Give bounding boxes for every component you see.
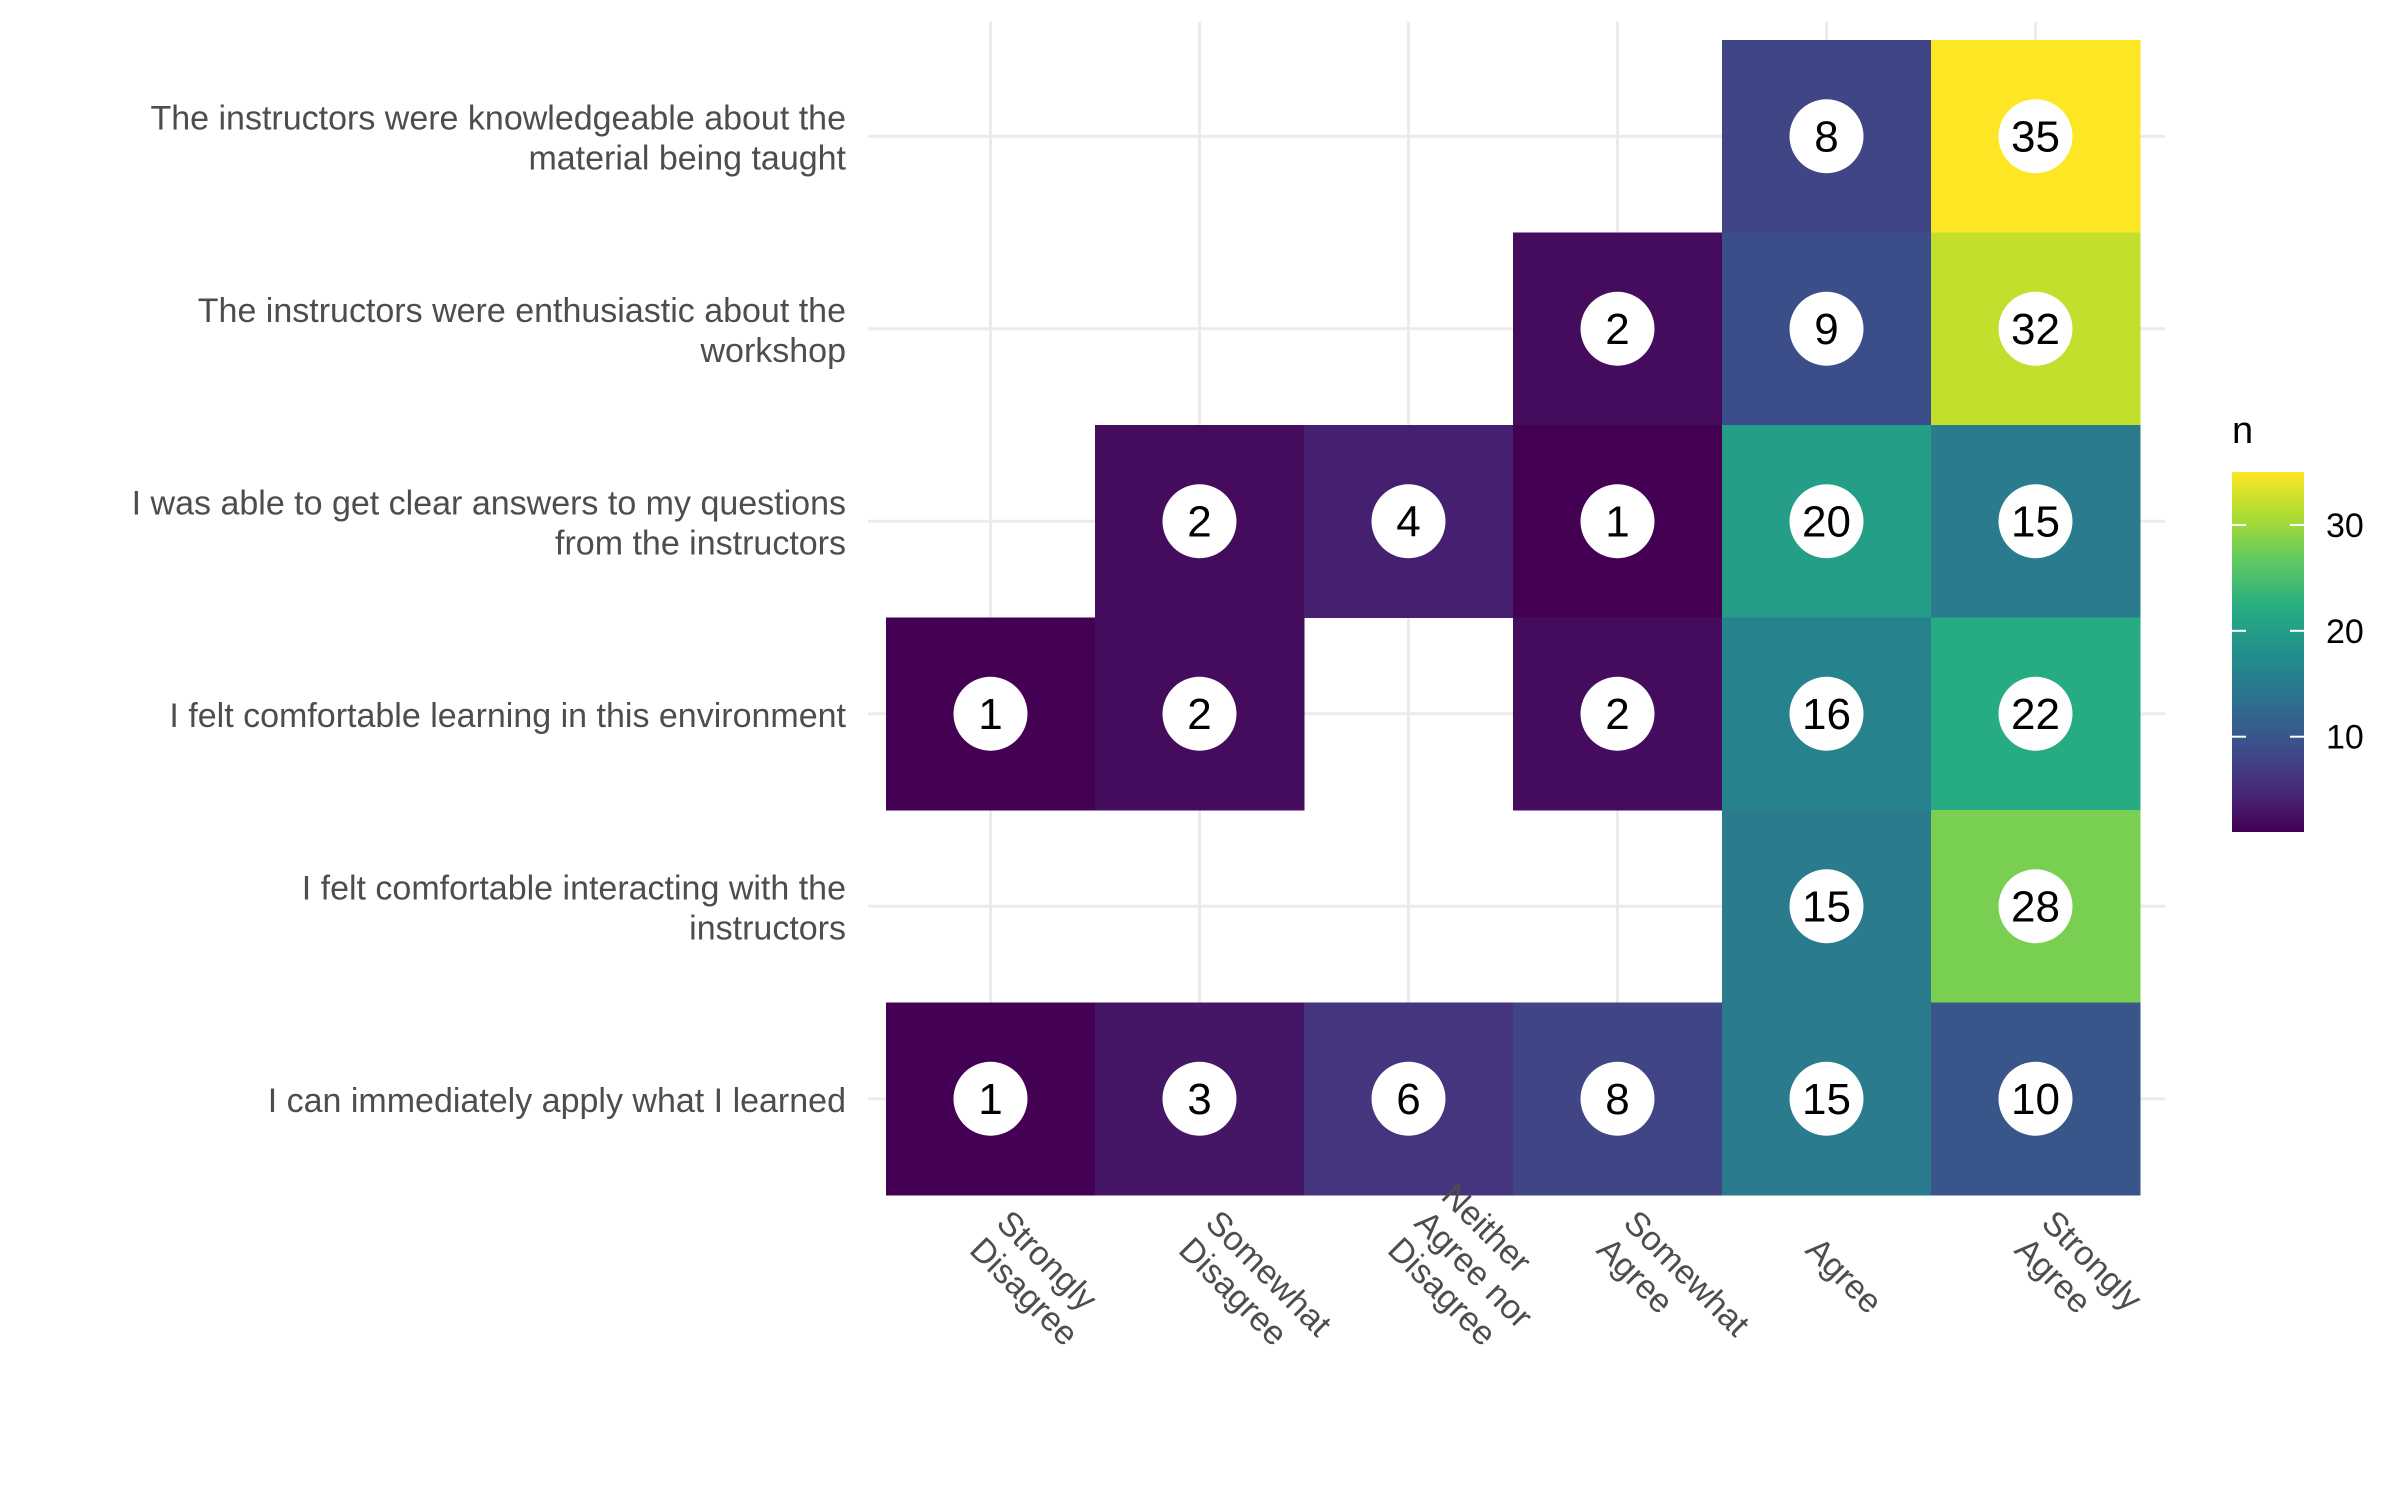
- cell-value-label: 8: [1814, 112, 1838, 161]
- cell-label-bubble: [1162, 484, 1237, 559]
- y-axis-label: The instructors were enthusiastic about …: [198, 292, 846, 330]
- cell-value-label: 2: [1605, 690, 1629, 739]
- cell-label-bubble: [1371, 484, 1446, 559]
- cell-value-label: 3: [1187, 1075, 1211, 1124]
- cell-label-bubble: [953, 1061, 1028, 1136]
- x-axis-tick-group: Agree: [1798, 1230, 1889, 1321]
- cell-value-label: 28: [2011, 882, 2060, 931]
- cell-label-bubble: [1371, 1061, 1446, 1136]
- cell-value-label: 4: [1396, 497, 1420, 546]
- y-axis-label: workshop: [699, 332, 846, 370]
- y-axis-label: from the instructors: [555, 524, 846, 562]
- cell-label-bubble: [1998, 99, 2073, 174]
- y-axis-label: material being taught: [528, 139, 846, 177]
- cell-value-label: 15: [1802, 882, 1851, 931]
- cell-label-bubble: [1789, 99, 1864, 174]
- cell-value-label: 1: [978, 690, 1002, 739]
- y-axis-label: I can immediately apply what I learned: [268, 1082, 846, 1120]
- cell-value-label: 20: [1802, 497, 1851, 546]
- cell-value-label: 2: [1187, 497, 1211, 546]
- x-axis-label: Agree: [1798, 1230, 1889, 1321]
- cell-label-bubble: [1998, 1061, 2073, 1136]
- y-axis-label: The instructors were knowledgeable about…: [150, 99, 846, 137]
- cell-label-bubble: [953, 676, 1028, 751]
- legend: n 10 20 30: [2232, 410, 2364, 832]
- cell-label-bubble: [1162, 676, 1237, 751]
- cell-value-label: 9: [1814, 305, 1838, 354]
- cell-label-bubble: [1580, 484, 1655, 559]
- cell-label-bubble: [1998, 676, 2073, 751]
- legend-tick-label: 20: [2326, 613, 2364, 651]
- cell-value-label: 16: [1802, 690, 1851, 739]
- cell-label-bubble: [1580, 291, 1655, 366]
- y-axis-label: I felt comfortable learning in this envi…: [169, 697, 846, 735]
- cell-label-bubble: [1998, 291, 2073, 366]
- legend-tick-label: 30: [2326, 507, 2364, 545]
- cell-value-label: 2: [1187, 690, 1211, 739]
- cell-value-label: 1: [978, 1075, 1002, 1124]
- legend-colorbar: [2232, 472, 2304, 832]
- cell-label-bubble: [1998, 484, 2073, 559]
- cell-label-bubble: [1789, 291, 1864, 366]
- cell-label-bubble: [1580, 1061, 1655, 1136]
- cell-label-bubble: [1162, 1061, 1237, 1136]
- cell-value-label: 15: [1802, 1075, 1851, 1124]
- cell-value-label: 1: [1605, 497, 1629, 546]
- cell-label-bubble: [1998, 869, 2073, 944]
- cell-label-bubble: [1789, 484, 1864, 559]
- cell-label-bubble: [1789, 1061, 1864, 1136]
- cell-value-label: 32: [2011, 305, 2060, 354]
- y-axis-label: I was able to get clear answers to my qu…: [132, 484, 846, 522]
- cell-value-label: 10: [2011, 1075, 2060, 1124]
- cell-value-label: 2: [1605, 305, 1629, 354]
- cell-value-label: 8: [1605, 1075, 1629, 1124]
- cell-value-label: 6: [1396, 1075, 1420, 1124]
- y-axis-label: I felt comfortable interacting with the: [302, 869, 846, 907]
- cell-label-bubble: [1580, 676, 1655, 751]
- cell-value-label: 15: [2011, 497, 2060, 546]
- cell-value-label: 22: [2011, 690, 2060, 739]
- y-axis-labels: The instructors were knowledgeable about…: [132, 99, 847, 1120]
- legend-tick-label: 10: [2326, 719, 2364, 757]
- tiles: [886, 40, 2141, 1196]
- cell-label-bubble: [1789, 869, 1864, 944]
- legend-title: n: [2232, 410, 2253, 452]
- cell-value-label: 35: [2011, 112, 2060, 161]
- y-axis-label: instructors: [689, 909, 846, 947]
- cell-label-bubble: [1789, 676, 1864, 751]
